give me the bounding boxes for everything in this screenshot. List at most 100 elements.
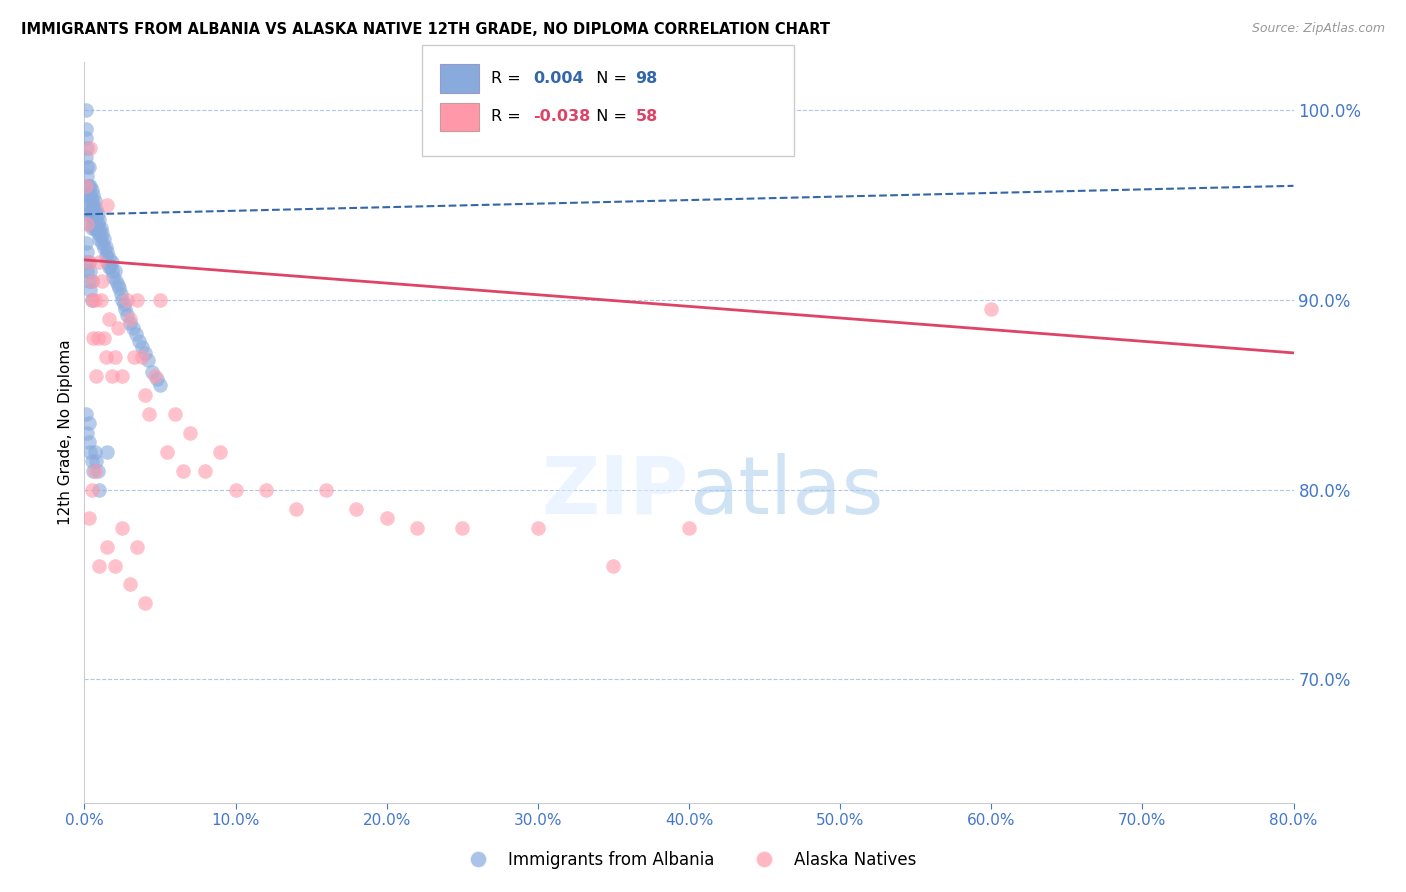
Text: N =: N = <box>586 110 633 124</box>
Point <box>110 287 132 301</box>
Text: 58: 58 <box>636 110 658 124</box>
Point <box>91 227 114 241</box>
Point <box>225 483 247 497</box>
Point <box>118 577 141 591</box>
Point <box>77 274 100 288</box>
Point <box>80 293 103 307</box>
Point <box>125 326 148 341</box>
Point <box>87 217 110 231</box>
Point <box>96 540 118 554</box>
Point <box>80 194 103 208</box>
Point <box>91 274 114 288</box>
Y-axis label: 12th Grade, No Diploma: 12th Grade, No Diploma <box>58 340 73 525</box>
Point <box>451 520 474 534</box>
Point <box>146 372 169 386</box>
Legend: Immigrants from Albania, Alaska Natives: Immigrants from Albania, Alaska Natives <box>454 845 924 876</box>
Point <box>77 207 100 221</box>
Point <box>90 220 112 235</box>
Point <box>104 264 127 278</box>
Point <box>82 217 104 231</box>
Point <box>80 202 103 216</box>
Point <box>96 245 118 260</box>
Point <box>108 281 131 295</box>
Point <box>89 254 111 268</box>
Point <box>76 178 98 193</box>
Text: -0.038: -0.038 <box>533 110 591 124</box>
Point <box>79 188 101 202</box>
Point <box>86 220 108 235</box>
Point <box>82 188 104 202</box>
Text: N =: N = <box>586 71 633 86</box>
Point <box>79 198 101 212</box>
Point <box>96 198 118 212</box>
Point <box>100 254 122 268</box>
Text: 98: 98 <box>636 71 658 86</box>
Text: ZIP: ZIP <box>541 453 689 531</box>
Point <box>79 444 101 458</box>
Point <box>84 194 107 208</box>
Point <box>209 444 232 458</box>
Point <box>980 302 1002 317</box>
Point <box>93 331 115 345</box>
Point <box>375 511 398 525</box>
Point <box>86 211 108 226</box>
Point <box>118 316 141 330</box>
Point <box>94 249 117 263</box>
Point <box>104 558 127 573</box>
Point <box>91 235 114 250</box>
Point <box>112 296 135 310</box>
Point <box>80 274 103 288</box>
Point <box>136 353 159 368</box>
Point <box>93 232 115 246</box>
Point <box>80 454 103 468</box>
Point <box>315 483 337 497</box>
Point <box>77 254 100 268</box>
Point <box>80 220 103 235</box>
Point <box>104 350 127 364</box>
Point <box>76 217 98 231</box>
Point <box>75 121 97 136</box>
Point <box>87 207 110 221</box>
Text: Source: ZipAtlas.com: Source: ZipAtlas.com <box>1251 22 1385 36</box>
Point <box>75 235 97 250</box>
Point <box>105 274 128 288</box>
Point <box>165 407 187 421</box>
Point <box>122 350 145 364</box>
Point <box>79 207 101 221</box>
Point <box>77 435 100 450</box>
Point <box>77 188 100 202</box>
Point <box>76 425 98 440</box>
Point <box>134 346 156 360</box>
Point <box>114 302 136 317</box>
Point <box>111 293 134 307</box>
Point <box>76 264 98 278</box>
Point <box>80 293 103 307</box>
Point <box>97 260 120 275</box>
Point <box>111 368 134 383</box>
Text: 0.004: 0.004 <box>533 71 583 86</box>
Point <box>127 540 149 554</box>
Point <box>602 558 624 573</box>
Point <box>94 350 117 364</box>
Point <box>127 293 149 307</box>
Point <box>93 242 115 256</box>
Point <box>194 464 217 478</box>
Point <box>97 311 120 326</box>
Point <box>131 350 153 364</box>
Point <box>77 416 100 430</box>
Point <box>149 293 172 307</box>
Point <box>90 293 112 307</box>
Text: R =: R = <box>491 71 526 86</box>
Point <box>84 203 107 218</box>
Point <box>118 311 141 326</box>
Point <box>84 213 107 227</box>
Point <box>115 308 138 322</box>
Point <box>80 274 103 288</box>
Point <box>149 378 172 392</box>
Point <box>145 368 167 383</box>
Point <box>96 444 118 458</box>
Point <box>77 217 100 231</box>
Point <box>128 334 150 349</box>
Point <box>141 365 163 379</box>
Point <box>89 483 111 497</box>
